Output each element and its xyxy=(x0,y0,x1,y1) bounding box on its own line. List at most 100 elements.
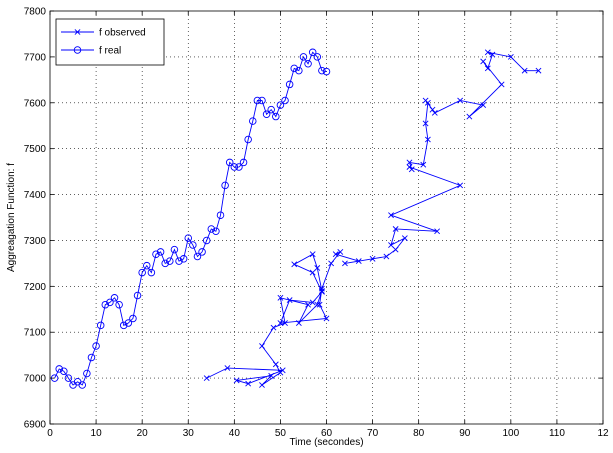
y-tick-label: 7700 xyxy=(24,52,47,63)
data-point-f-real xyxy=(193,252,202,261)
data-point-f-real xyxy=(189,241,197,249)
data-point-f-observed xyxy=(328,260,335,267)
data-point-f-observed xyxy=(457,182,464,189)
data-point-f-real xyxy=(207,225,216,233)
x-tick-label: 0 xyxy=(47,428,53,439)
marker-stroke xyxy=(295,320,302,326)
y-axis-label: Aggreagation Function: f xyxy=(6,163,17,272)
marker-stroke xyxy=(245,380,252,387)
data-point-f-real xyxy=(110,294,119,302)
y-tick-label: 7400 xyxy=(24,190,47,201)
data-point-f-observed xyxy=(277,369,284,376)
y-tick-label: 7600 xyxy=(24,98,47,109)
marker-stroke xyxy=(484,49,491,56)
data-point-f-observed xyxy=(369,255,376,262)
data-point-f-observed xyxy=(332,251,339,258)
data-point-f-real xyxy=(124,319,133,327)
data-point-f-observed xyxy=(318,285,325,292)
data-point-f-real xyxy=(143,261,151,270)
data-point-f-observed xyxy=(309,251,316,258)
data-point-f-real xyxy=(216,211,225,219)
data-point-f-real xyxy=(138,268,146,277)
data-point-f-observed xyxy=(270,324,277,331)
data-point-f-observed xyxy=(401,235,408,242)
data-point-f-observed xyxy=(309,299,316,306)
data-point-f-real xyxy=(267,105,275,114)
data-point-f-real xyxy=(299,53,308,61)
data-point-f-observed xyxy=(466,113,473,120)
data-point-f-real xyxy=(244,135,252,144)
marker-stroke xyxy=(355,258,362,265)
data-point-f-real xyxy=(55,365,63,373)
data-point-f-real xyxy=(295,66,303,75)
data-point-f-real xyxy=(290,64,298,73)
marker-stroke xyxy=(309,299,316,306)
x-tick-label: 110 xyxy=(549,428,565,439)
marker-stroke xyxy=(233,377,240,384)
data-point-f-real xyxy=(161,259,169,268)
data-point-f-real xyxy=(318,66,326,75)
data-point-f-observed xyxy=(383,253,390,260)
data-point-f-real xyxy=(166,257,174,265)
data-point-f-real xyxy=(198,248,206,256)
data-point-f-observed xyxy=(388,212,394,219)
data-point-f-real xyxy=(221,181,229,190)
legend-label: f observed xyxy=(99,28,146,39)
data-point-f-observed xyxy=(429,106,436,113)
marker-stroke xyxy=(291,261,298,268)
data-point-f-real xyxy=(147,268,156,277)
y-tick-label: 7000 xyxy=(24,374,47,385)
data-point-f-observed xyxy=(245,380,252,387)
marker-stroke xyxy=(431,109,438,116)
legend-box xyxy=(55,18,165,66)
tick-labels: 0 10 20 30 40 50 60 70 80 90 100 110 12 6900 7000 7100 7… xyxy=(24,7,609,440)
marker-stroke xyxy=(337,248,344,255)
marker-stroke xyxy=(74,29,81,35)
marker-stroke xyxy=(521,67,528,74)
legend-items: f observed f real xyxy=(61,28,146,57)
data-point-f-observed xyxy=(323,315,330,322)
data-point-f-real xyxy=(235,163,243,171)
data-point-f-real xyxy=(276,101,285,109)
y-tick-label: 7300 xyxy=(24,236,47,247)
data-point-f-real xyxy=(83,369,91,378)
legend: f observed f real xyxy=(55,18,165,66)
grid xyxy=(50,11,603,424)
marker-stroke xyxy=(535,67,542,74)
marker-stroke xyxy=(434,228,441,235)
legend-label: f real xyxy=(99,46,121,57)
data-point-f-observed xyxy=(277,294,284,301)
x-tick-label: 30 xyxy=(183,428,195,439)
data-point-f-observed xyxy=(268,372,275,379)
marker-stroke xyxy=(318,285,325,292)
marker-stroke xyxy=(259,343,265,349)
marker-stroke xyxy=(328,260,335,267)
data-point-f-real xyxy=(119,321,128,330)
marker-stroke xyxy=(392,246,399,253)
data-point-f-real xyxy=(64,374,73,382)
marker-stroke xyxy=(314,301,321,308)
data-point-f-real xyxy=(170,245,179,254)
data-point-f-real xyxy=(253,96,262,105)
marker-stroke xyxy=(507,53,514,60)
marker-stroke xyxy=(480,58,487,65)
marker-stroke xyxy=(286,297,293,304)
data-point-f-observed xyxy=(498,81,505,88)
data-point-f-observed xyxy=(422,97,429,104)
data-point-f-real xyxy=(281,96,289,105)
marker-stroke xyxy=(316,301,323,308)
marker-stroke xyxy=(224,365,231,371)
data-point-f-observed xyxy=(295,320,302,326)
x-tick-label: 50 xyxy=(275,428,287,439)
data-point-f-real xyxy=(308,48,317,57)
plot-background xyxy=(50,11,603,424)
x-axis-label: Time (secondes) xyxy=(289,437,363,448)
marker-stroke xyxy=(342,260,348,267)
marker-stroke xyxy=(314,265,321,271)
data-point-f-real xyxy=(129,314,137,323)
data-point-f-observed xyxy=(507,53,514,60)
data-point-f-real xyxy=(106,298,114,307)
data-point-f-real xyxy=(179,255,188,263)
tick-marks xyxy=(49,10,604,425)
